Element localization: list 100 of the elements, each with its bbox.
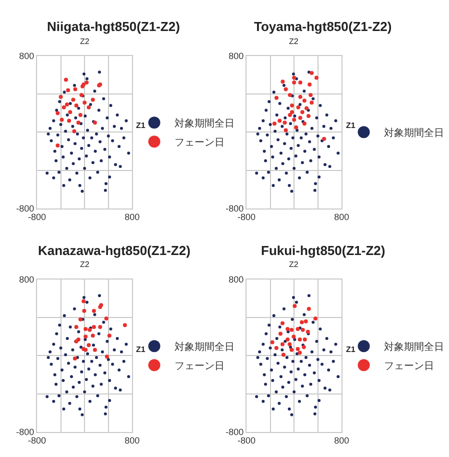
point (82, 299, 86, 304)
point (298, 337, 302, 342)
point (300, 320, 304, 324)
y-axis-title: Z2 (80, 260, 90, 269)
x-tick-label: -800 (237, 212, 256, 222)
point (302, 98, 306, 103)
point (281, 352, 286, 357)
point (304, 319, 308, 324)
point (298, 350, 302, 355)
point (280, 342, 284, 346)
y-tick-label: -800 (16, 427, 34, 438)
point (107, 334, 112, 338)
point (298, 80, 302, 85)
point (302, 122, 306, 126)
point (308, 92, 313, 97)
x-tick-label: -800 (28, 436, 46, 446)
point (56, 111, 60, 116)
x-axis-title: Z1 (346, 121, 356, 130)
x-axis-title: Z1 (136, 121, 146, 130)
point (280, 80, 285, 84)
point (280, 321, 284, 326)
legend-label: 対象期間全日 (174, 118, 234, 130)
point (294, 125, 298, 130)
point (306, 330, 310, 334)
point (308, 82, 312, 86)
y-tick-label: 800 (228, 51, 244, 62)
x-axis-title: Z1 (136, 345, 146, 354)
point (90, 334, 95, 338)
point (92, 348, 97, 352)
point (292, 76, 296, 80)
point (298, 94, 302, 99)
legend-label: フェーン日 (174, 138, 224, 149)
legend-label: 対象期間全日 (174, 341, 234, 354)
point (296, 105, 300, 110)
point (104, 354, 109, 359)
point (84, 334, 88, 339)
point (306, 114, 311, 118)
point (58, 94, 63, 99)
point (286, 326, 290, 331)
point (292, 334, 296, 339)
y-axis-title: Z2 (289, 260, 299, 269)
point (290, 328, 294, 332)
point (304, 106, 309, 110)
point (64, 102, 69, 106)
point (64, 78, 68, 82)
point (67, 118, 72, 123)
point (78, 317, 82, 322)
point (314, 76, 318, 80)
point (60, 118, 64, 122)
point (292, 304, 297, 308)
point (72, 356, 77, 361)
point (313, 316, 318, 320)
point (88, 328, 92, 332)
y-axis-title: Z2 (80, 37, 90, 46)
point (56, 144, 60, 148)
point (82, 308, 86, 313)
point (296, 326, 300, 331)
point (302, 345, 306, 350)
x-axis-title: Z1 (346, 345, 356, 354)
point (84, 326, 88, 331)
chart-title: Kanazawa-hgt850(Z1-Z2) (38, 243, 190, 258)
point (306, 306, 311, 311)
y-axis-title: Z2 (289, 37, 299, 46)
point (284, 87, 288, 92)
point (76, 120, 80, 125)
point (298, 116, 302, 120)
point (322, 136, 326, 141)
point (62, 105, 66, 110)
point (92, 308, 96, 313)
point (122, 323, 127, 328)
point (71, 98, 76, 102)
point (296, 346, 300, 351)
point (66, 88, 70, 92)
y-tick-label: 800 (19, 274, 34, 285)
x-tick-label: 800 (124, 436, 140, 446)
chart-title: Niigata-hgt850(Z1-Z2) (47, 19, 180, 34)
point (74, 325, 78, 330)
point (300, 110, 304, 114)
x-tick-label: 800 (124, 212, 140, 222)
legend-label: フェーン日 (384, 361, 434, 372)
point (104, 316, 108, 320)
chart-title: Toyama-hgt850(Z1-Z2) (254, 19, 392, 34)
point (286, 337, 290, 342)
legend-label: 対象期間全日 (384, 127, 444, 140)
point (302, 337, 307, 342)
point (288, 92, 292, 97)
point (73, 87, 78, 92)
point (274, 346, 278, 350)
y-tick-label: -800 (16, 204, 34, 214)
point (86, 343, 91, 348)
point (290, 103, 294, 108)
point (284, 128, 288, 132)
point (82, 100, 87, 105)
point (310, 100, 314, 105)
x-tick-label: 800 (334, 436, 350, 446)
point (86, 105, 91, 110)
point (84, 80, 89, 85)
point (310, 71, 314, 76)
x-tick-label: -800 (28, 212, 46, 222)
point (274, 96, 278, 100)
